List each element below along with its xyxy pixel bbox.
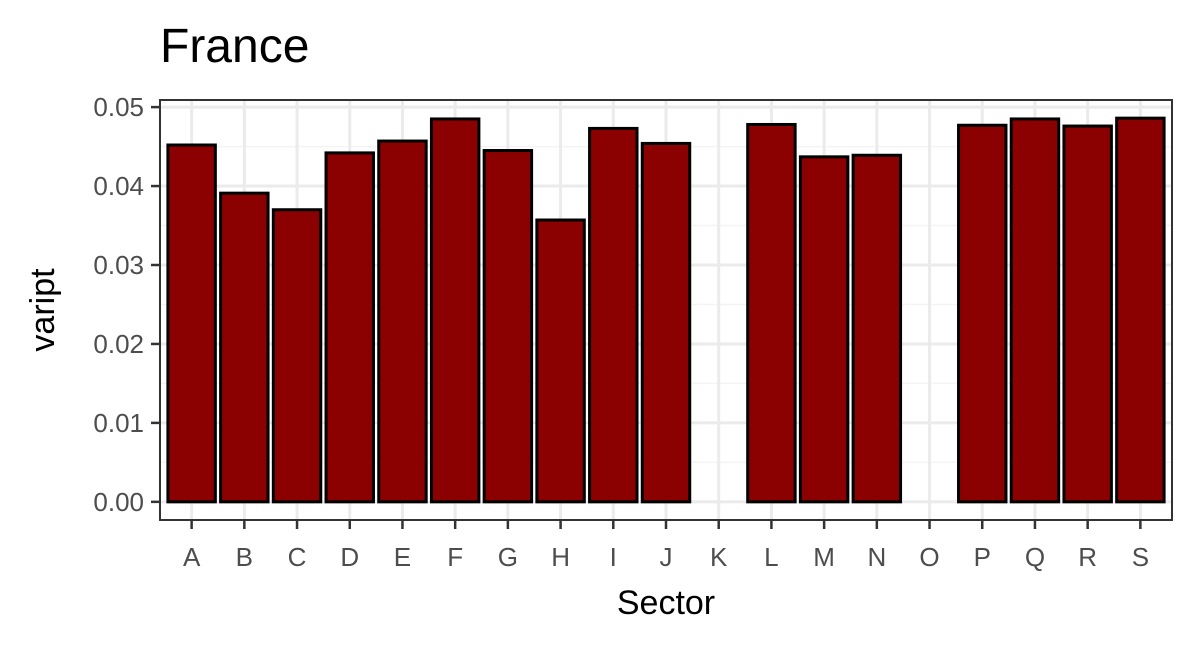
x-tick-label: N (867, 542, 886, 572)
x-tick-label: L (764, 542, 778, 572)
y-axis-title: vaript (24, 268, 62, 352)
x-tick-label: B (236, 542, 253, 572)
x-tick-label: K (710, 542, 728, 572)
x-tick-label: D (340, 542, 359, 572)
bar-B (219, 191, 270, 504)
bar-P (957, 123, 1008, 504)
bar-F (429, 117, 481, 504)
x-axis-title: Sector (617, 584, 715, 622)
x-tick-label: O (919, 542, 939, 572)
bars (166, 116, 1166, 504)
bar-I (588, 126, 639, 504)
x-tick-label: P (974, 542, 991, 572)
bar-H (535, 218, 586, 504)
bar-S (1115, 116, 1166, 504)
x-tick-label: J (660, 542, 673, 572)
x-tick-label: Q (1025, 542, 1045, 572)
x-tick-label: E (394, 542, 411, 572)
x-tick-label: G (498, 542, 518, 572)
y-tick-label: 0.01 (93, 408, 144, 438)
x-tick-label: A (183, 542, 201, 572)
x-tick-label: C (288, 542, 307, 572)
bar-D (324, 151, 375, 504)
x-tick-label: H (551, 542, 570, 572)
x-tick-label: M (813, 542, 835, 572)
x-axis: A B C D E F G H I J K L M N O P Q R S (183, 520, 1149, 572)
bar-C (271, 208, 323, 504)
x-tick-label: R (1078, 542, 1097, 572)
y-tick-label: 0.05 (93, 92, 144, 122)
x-tick-label: I (610, 542, 617, 572)
y-tick-label: 0.04 (93, 171, 144, 201)
y-axis: 0.00 0.01 0.02 0.03 0.04 0.05 (93, 92, 160, 517)
bar-E (377, 139, 428, 504)
chart-title: France (160, 20, 309, 73)
x-tick-label: F (447, 542, 463, 572)
bar-N (851, 153, 903, 504)
y-tick-label: 0.03 (93, 250, 144, 280)
bar-Q (1009, 117, 1061, 504)
bar-M (798, 155, 850, 504)
bar-A (166, 143, 217, 504)
y-tick-label: 0.00 (93, 487, 144, 517)
x-tick-label: S (1132, 542, 1149, 572)
bar-R (1062, 124, 1113, 504)
bar-J (640, 141, 692, 504)
y-tick-label: 0.02 (93, 329, 144, 359)
bar-L (746, 122, 797, 504)
bar-G (482, 149, 534, 504)
